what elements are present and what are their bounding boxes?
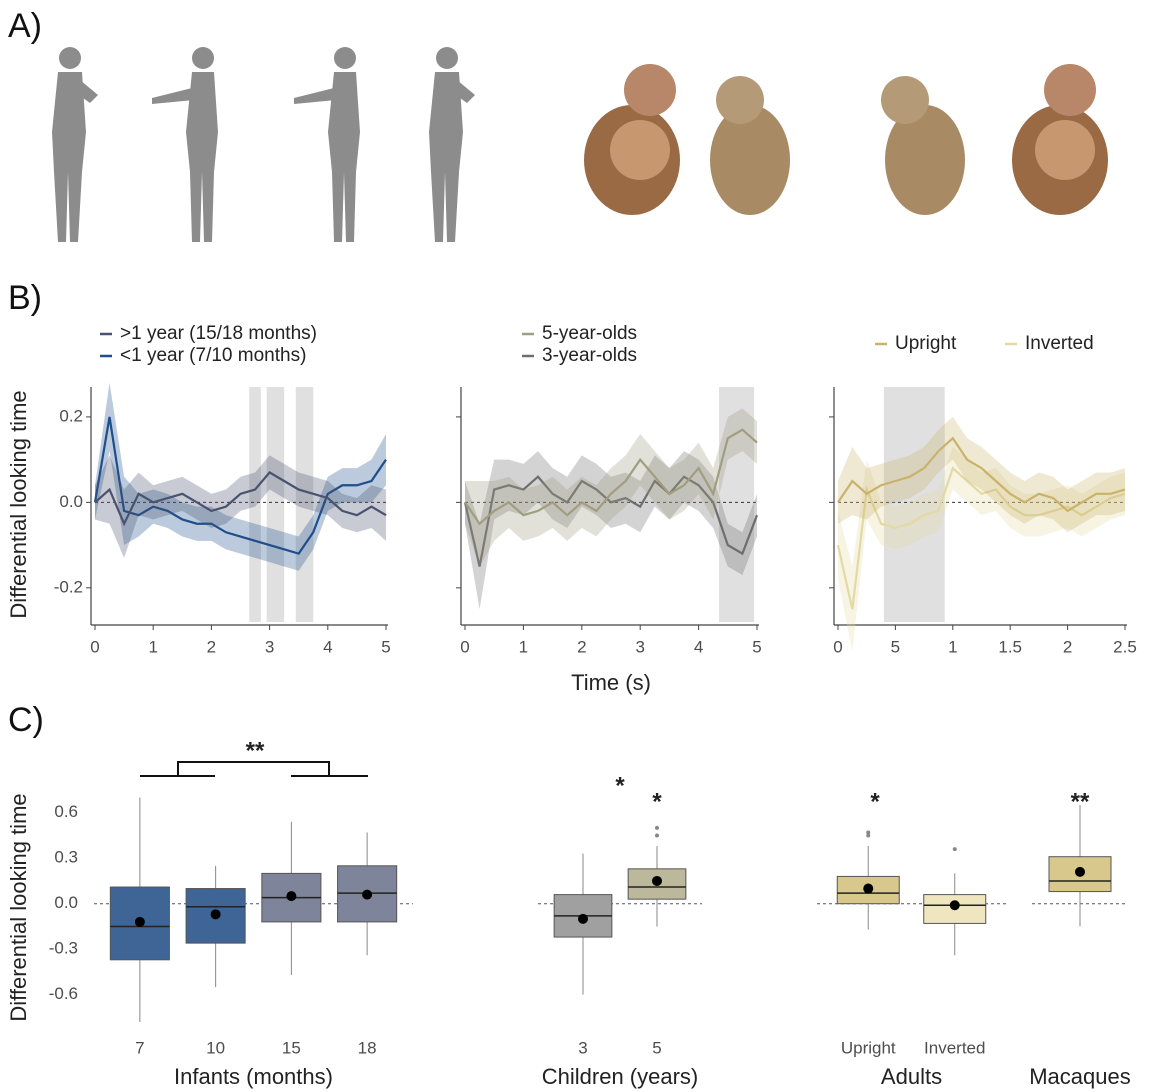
macaque [710, 76, 790, 215]
x-tick-label: 5 [652, 1038, 661, 1057]
x-tick-label: 1.5 [998, 637, 1022, 656]
x-tick-label: 15 [282, 1038, 301, 1057]
panel-label: C) [8, 701, 44, 739]
mean-point [1075, 867, 1085, 877]
human-avatars [52, 47, 475, 242]
avatar [429, 47, 475, 242]
legend-label: Inverted [1025, 333, 1094, 354]
x-tick-label: 7 [135, 1038, 144, 1057]
significance-annotation: * [615, 772, 625, 799]
x-tick-label: 0 [833, 637, 842, 656]
mean-point [578, 914, 588, 924]
x-tick-label: 4 [323, 637, 332, 656]
y-tick-label: 0.2 [59, 406, 83, 425]
x-tick-label: 0 [460, 637, 469, 656]
figure: A) B) C) -0.2 0.0 0.2 0 1 2 3 4 5 >1 year (15/18 … [0, 0, 1150, 1092]
mean-point [863, 884, 873, 894]
macaque-photos [584, 64, 1108, 215]
avatar [152, 47, 218, 242]
mean-point [362, 890, 372, 900]
significance-annotation: * [870, 788, 880, 815]
y-tick-label: 0.3 [54, 848, 78, 867]
y-tick-label: 0.0 [54, 893, 78, 912]
x-tick-label: 5 [381, 637, 390, 656]
x-tick-label: 18 [358, 1038, 377, 1057]
legend-label: Upright [895, 333, 957, 354]
x-axis-label: Adults [881, 1064, 942, 1089]
x-tick-label: Upright [841, 1038, 896, 1057]
outlier [866, 830, 870, 834]
avatar [294, 47, 360, 242]
macaque [881, 76, 965, 215]
x-tick-label: 2.5 [1113, 637, 1137, 656]
x-tick-label: 0 [90, 637, 99, 656]
legend-label: 3-year-olds [542, 345, 637, 366]
x-tick-label: 4 [694, 637, 703, 656]
ci-band [465, 408, 757, 566]
legend-label: >1 year (15/18 months) [120, 323, 317, 344]
y-tick-label: -0.3 [49, 939, 78, 958]
macaque [584, 64, 680, 215]
x-tick-label: 10 [206, 1038, 225, 1057]
y-tick-label: -0.2 [54, 577, 83, 596]
significance-annotation: ** [1071, 788, 1090, 815]
y-tick-label: 0.6 [54, 802, 78, 821]
x-tick-label: 1 [519, 637, 528, 656]
x-axis-label: Time (s) [571, 670, 651, 695]
avatar [52, 47, 98, 242]
macaque [1012, 64, 1108, 215]
mean-point [135, 917, 145, 927]
x-tick-label: 3 [635, 637, 644, 656]
x-tick-label: 2 [207, 637, 216, 656]
x-tick-label: 3 [265, 637, 274, 656]
mean-point [286, 891, 296, 901]
outlier [953, 847, 957, 851]
panel-label: A) [8, 7, 42, 45]
panel-label: B) [8, 279, 42, 317]
x-axis-label: Infants (months) [174, 1064, 333, 1089]
legend-label: <1 year (7/10 months) [120, 345, 306, 366]
x-tick-label: 2 [577, 637, 586, 656]
significance-annotation: ** [246, 737, 265, 764]
highlight-region [267, 387, 284, 622]
legend-label: 5-year-olds [542, 323, 637, 344]
x-tick-label: 5 [752, 637, 761, 656]
y-tick-label: -0.6 [49, 984, 78, 1003]
x-tick-label: 1 [948, 637, 957, 656]
x-tick-label: 1 [148, 637, 157, 656]
x-tick-label: Inverted [924, 1038, 985, 1057]
mean-point [211, 909, 221, 919]
x-axis-label: Children (years) [542, 1064, 699, 1089]
x-tick-label: 2 [1063, 637, 1072, 656]
page: {"panel_labels": ["A)", "B)", "C)"], "ch… [0, 0, 1150, 1092]
x-axis-label: Macaques [1029, 1064, 1131, 1089]
y-axis-label: Differential looking time [6, 793, 31, 1021]
outlier [655, 826, 659, 830]
outlier [655, 833, 659, 837]
y-axis-label: Differential looking time [6, 390, 31, 618]
mean-point [950, 900, 960, 910]
significance-annotation: * [652, 788, 662, 815]
mean-point [652, 876, 662, 886]
x-tick-label: 3 [578, 1038, 587, 1057]
x-tick-label: 5 [891, 637, 900, 656]
y-tick-label: 0.0 [59, 492, 83, 511]
